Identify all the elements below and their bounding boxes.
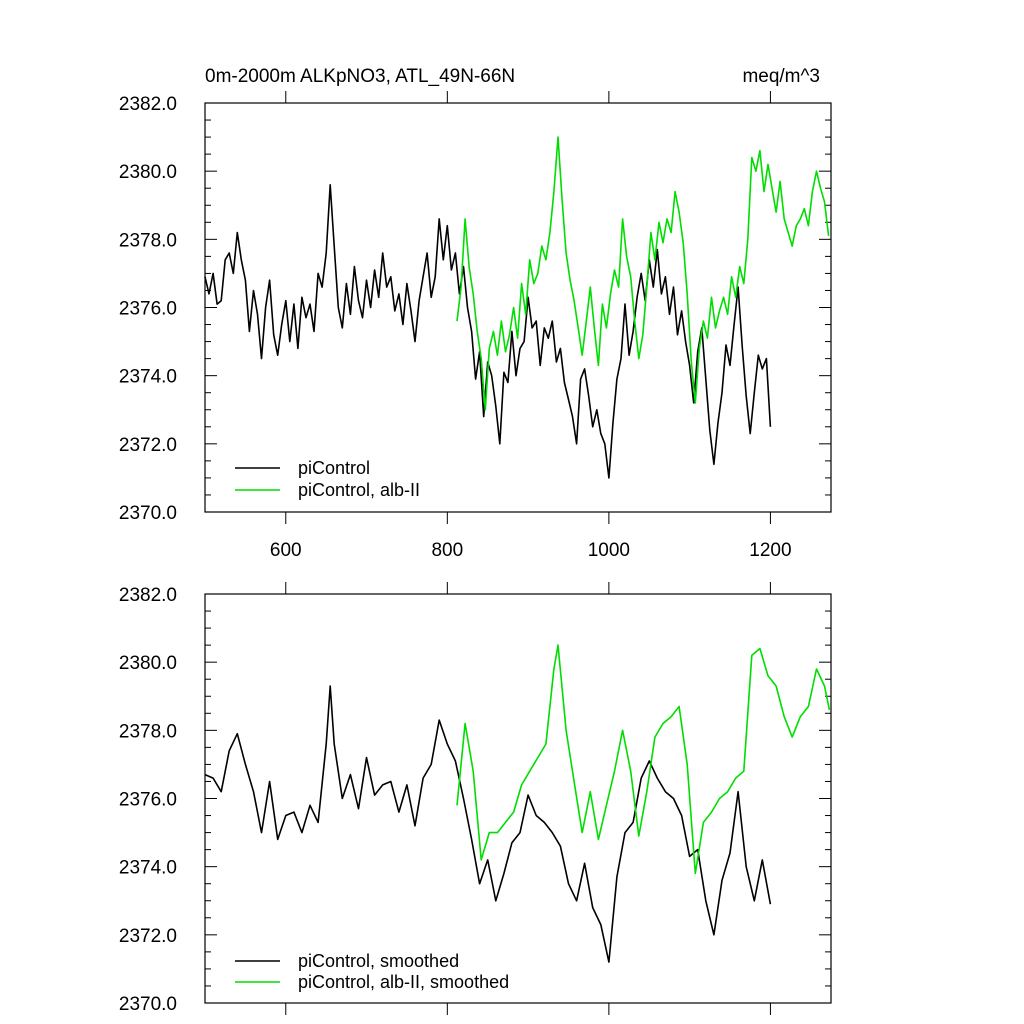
bottom-panel: 2370.0 2372.0 2374.0 2376.0 2378.0 2380.0 2382…: [119, 582, 832, 1015]
legend-label-alb-ii: piControl, alb-II: [298, 480, 420, 500]
units-label: meq/m^3: [742, 66, 820, 87]
y-tick-label: 2382.0: [119, 585, 177, 606]
x-tick-label: 600: [270, 540, 302, 561]
y-tick-label: 2380.0: [119, 653, 177, 674]
axes: 2370.0 2372.0 2374.0 2376.0 2378.0 2380.0 2382…: [119, 91, 831, 561]
axes: 2370.0 2372.0 2374.0 2376.0 2378.0 2380.0 2382…: [119, 582, 831, 1015]
y-tick-label: 2370.0: [119, 994, 177, 1015]
y-tick-label: 2382.0: [119, 94, 177, 115]
series-lines: [204, 136, 830, 479]
chart-title: 0m-2000m ALKpNO3, ATL_49N-66N: [205, 66, 515, 87]
y-tick-label: 2372.0: [119, 926, 177, 947]
y-tick-label: 2378.0: [119, 230, 177, 251]
y-tick-label: 2374.0: [119, 367, 177, 388]
y-tick-label: 2380.0: [119, 162, 177, 183]
legend: piControl, smoothed piControl, alb-II, s…: [235, 951, 509, 992]
x-tick-label: 800: [431, 540, 463, 561]
top-panel: 0m-2000m ALKpNO3, ATL_49N-66N meq/m^3 23…: [119, 66, 832, 561]
plot-frame: [204, 102, 832, 513]
x-tick-label: 1000: [588, 540, 630, 561]
series-line-picontrol: [204, 184, 772, 479]
series-line-alb-ii: [456, 136, 830, 411]
legend-label-picontrol-smoothed: piControl, smoothed: [298, 951, 459, 971]
series-lines: [204, 644, 831, 963]
y-tick-label: 2374.0: [119, 858, 177, 879]
legend-label-picontrol: piControl: [298, 458, 370, 478]
y-tick-label: 2376.0: [119, 790, 177, 811]
y-tick-label: 2372.0: [119, 435, 177, 456]
series-line-picontrol: [204, 685, 772, 963]
legend: piControl piControl, alb-II: [235, 458, 420, 500]
y-tick-label: 2370.0: [119, 503, 177, 524]
legend-label-alb-ii-smoothed: piControl, alb-II, smoothed: [298, 972, 509, 992]
y-tick-label: 2378.0: [119, 721, 177, 742]
y-tick-label: 2376.0: [119, 299, 177, 320]
x-tick-label: 1200: [749, 540, 791, 561]
series-line-alb-ii: [456, 644, 831, 875]
